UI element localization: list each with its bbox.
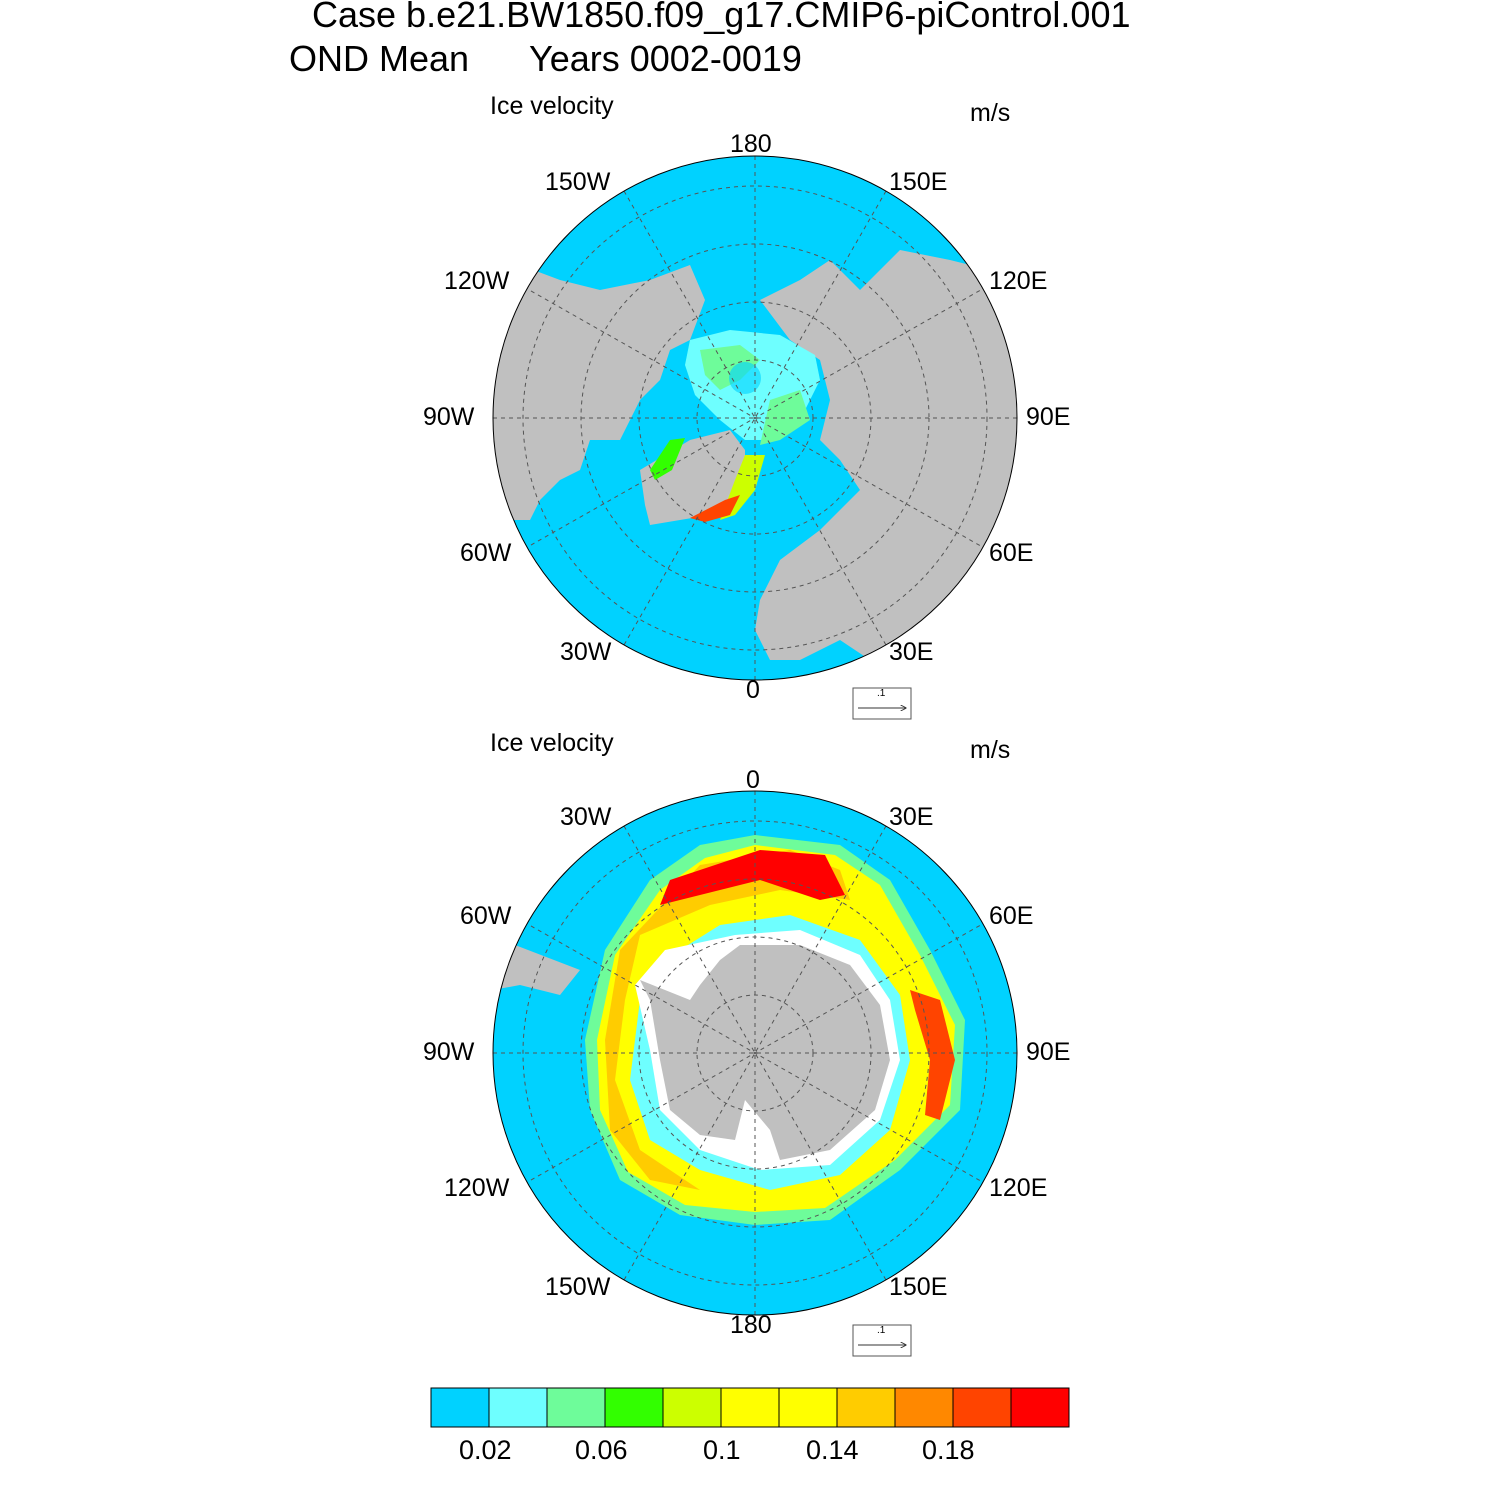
colorbar-label: 0.1: [703, 1435, 741, 1465]
nh-units: m/s: [970, 99, 1011, 127]
nh-lon-120e: 120E: [989, 267, 1048, 295]
sh-lon-90w: 90W: [423, 1038, 475, 1066]
colorbar-box: [952, 1387, 1012, 1428]
nh-ice-mid: [700, 345, 760, 390]
title-years: Years 0002-0019: [529, 38, 802, 79]
colorbar-box: [604, 1387, 664, 1428]
sh-units: m/s: [970, 736, 1011, 764]
sh-lon-60e: 60E: [989, 902, 1034, 930]
nh-lon-bottom: 0: [746, 676, 760, 704]
colorbar-box: [894, 1387, 954, 1428]
sh-lon-60w: 60W: [460, 902, 512, 930]
sh-ice-weddell-max: [660, 850, 845, 905]
colorbar-label: 0.14: [806, 1435, 859, 1465]
colorbar-box: [430, 1387, 490, 1428]
sh-lon-bottom: 180: [730, 1311, 772, 1339]
nh-lon-90w: 90W: [423, 403, 475, 431]
colorbar-box: [488, 1387, 548, 1428]
nh-lon-30w: 30W: [560, 638, 612, 666]
sh-graticule: [493, 791, 1017, 1315]
colorbar-box: [778, 1387, 838, 1428]
colorbar-label: 0.18: [922, 1435, 975, 1465]
sh-lon-30w: 30W: [560, 803, 612, 831]
colorbar: [430, 1387, 1070, 1428]
sh-land-south-america: [493, 945, 580, 995]
sh-left-title: Ice velocity: [490, 729, 614, 757]
nh-lon-top: 180: [730, 130, 772, 158]
nh-ref-vector-label: .1: [877, 688, 886, 699]
sh-lon-150e: 150E: [889, 1273, 948, 1301]
colorbar-label: 0.02: [459, 1435, 512, 1465]
sh-reference-vector: [852, 1324, 912, 1357]
nh-left-title: Ice velocity: [490, 92, 614, 120]
nh-land-greenland: [640, 430, 745, 525]
nh-land-north-america: [493, 250, 705, 520]
sh-lon-120w: 120W: [444, 1174, 510, 1202]
nh-lon-90e: 90E: [1026, 403, 1071, 431]
colorbar-box: [836, 1387, 896, 1428]
nh-graticule: [493, 156, 1017, 680]
sh-lon-150w: 150W: [545, 1273, 611, 1301]
nh-lon-150w: 150W: [545, 168, 611, 196]
sh-ice-east-max: [910, 990, 955, 1120]
colorbar-label: 0.06: [575, 1435, 628, 1465]
sh-lon-120e: 120E: [989, 1174, 1048, 1202]
colorbar-box: [662, 1387, 722, 1428]
nh-reference-vector: [852, 687, 912, 720]
nh-lon-60e: 60E: [989, 539, 1034, 567]
nh-lon-60w: 60W: [460, 539, 512, 567]
title-line-1: Case b.e21.BW1850.f09_g17.CMIP6-piContro…: [312, 0, 1131, 35]
nh-lon-30e: 30E: [889, 638, 934, 666]
sh-lon-top: 0: [746, 766, 760, 794]
nh-ice-baffin: [650, 438, 685, 480]
nh-lon-120w: 120W: [444, 267, 510, 295]
sh-lon-90e: 90E: [1026, 1038, 1071, 1066]
nh-map-border: [492, 155, 1018, 681]
sh-map-border: [492, 790, 1018, 1316]
nh-ice-fram-max: [690, 495, 740, 522]
nh-beaufort-gyre: [729, 362, 761, 394]
colorbar-box: [546, 1387, 606, 1428]
sh-map: [492, 790, 1018, 1316]
sh-ref-vector-label: .1: [877, 1325, 886, 1336]
nh-map: [492, 155, 1018, 681]
sh-lon-30e: 30E: [889, 803, 934, 831]
colorbar-box: [1010, 1387, 1070, 1428]
nh-lon-150e: 150E: [889, 168, 948, 196]
title-season: OND Mean: [289, 38, 470, 79]
colorbar-box: [720, 1387, 780, 1428]
